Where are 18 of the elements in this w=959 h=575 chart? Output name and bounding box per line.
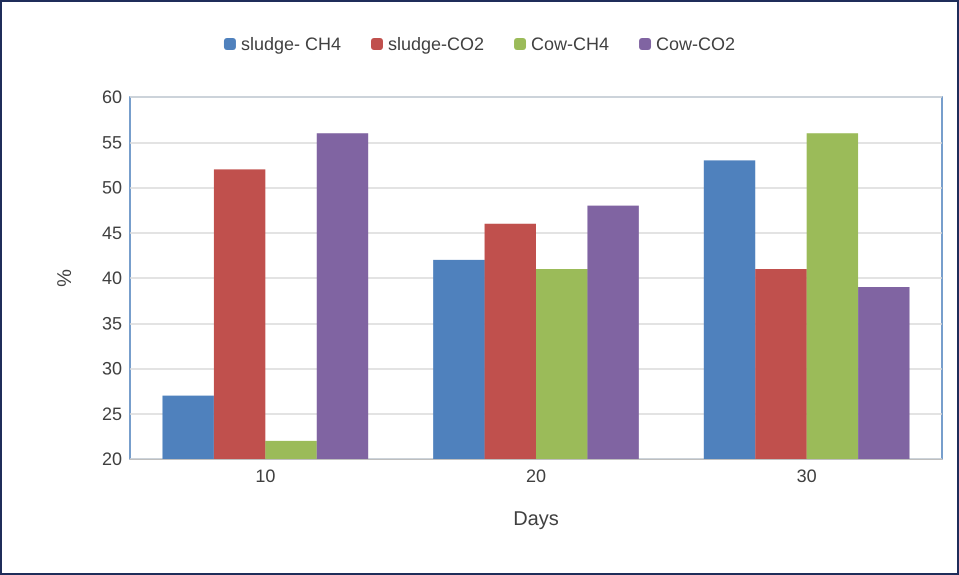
y-axis-title: % [54, 268, 76, 287]
x-tick-label: 30 [796, 466, 817, 486]
x-tick-label: 20 [526, 466, 546, 486]
x-tick-label: 10 [255, 466, 276, 486]
y-tick-label: 40 [102, 268, 122, 288]
legend-label: sludge-CO2 [388, 34, 484, 54]
y-tick-label: 55 [102, 132, 122, 152]
legend-label: Cow-CH4 [531, 34, 610, 54]
y-tick-label: 60 [102, 87, 122, 107]
y-tick-label: 35 [102, 313, 122, 334]
y-tick-label: 25 [102, 404, 122, 424]
legend-label: sludge- CH4 [240, 34, 341, 54]
y-tick-label: 20 [102, 449, 122, 469]
y-tick-label: 30 [102, 358, 122, 378]
legend-label: Cow-CO2 [656, 34, 736, 54]
y-tick-label: 45 [102, 222, 122, 243]
y-tick-label: 50 [102, 178, 122, 198]
x-axis-title: Days [513, 508, 559, 530]
